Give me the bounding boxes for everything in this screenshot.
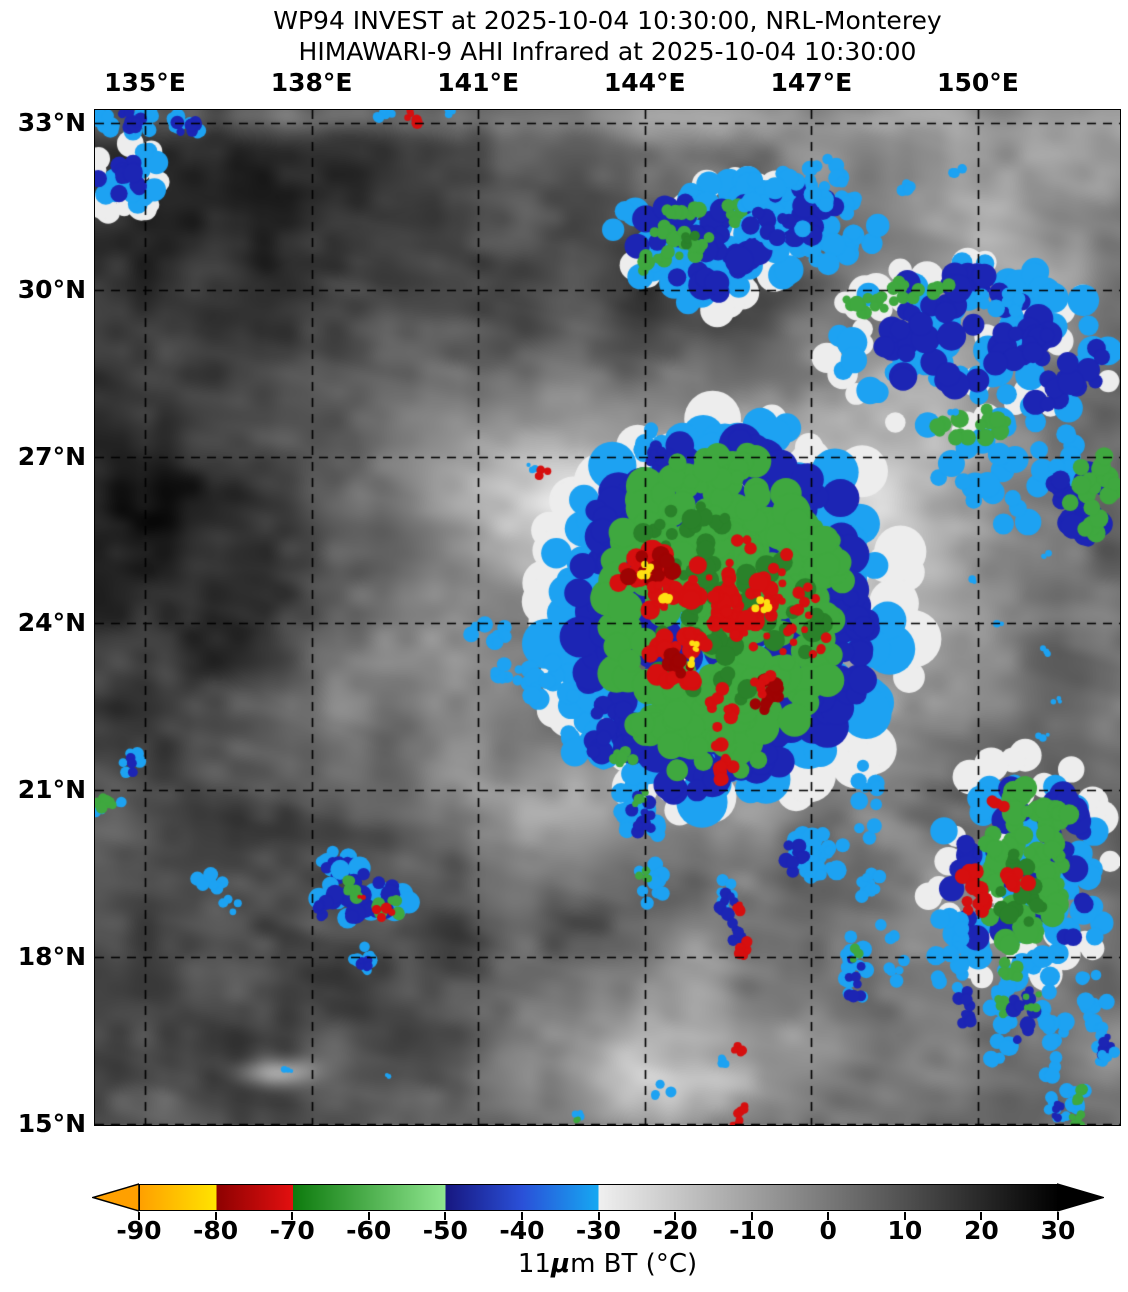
colorbar-tick-mark [674, 1212, 677, 1220]
colorbar-tick-label: -50 [422, 1216, 468, 1245]
colorbar-tick-mark [597, 1212, 600, 1220]
colorbar-left-arrow [92, 1183, 139, 1212]
lat-tick-label: 21°N [17, 775, 86, 805]
colorbar-tick-label: -40 [499, 1216, 545, 1245]
lon-tick-label: 147°E [770, 68, 853, 97]
lon-tick-label: 138°E [270, 68, 353, 97]
colorbar-tick-mark [520, 1212, 523, 1220]
colorbar-tick-mark [291, 1212, 294, 1220]
lat-tick-label: 15°N [17, 1108, 86, 1138]
plot-title: WP94 INVEST at 2025-10-04 10:30:00, NRL-… [273, 6, 942, 35]
colorbar-tick-label: -70 [269, 1216, 315, 1245]
colorbar-tick-mark [1057, 1212, 1059, 1220]
map-frame [94, 109, 1121, 1126]
lat-tick-label: 33°N [17, 108, 86, 137]
lon-tick-label: 141°E [437, 68, 520, 97]
colorbar-label-mu: μ [550, 1249, 571, 1279]
colorbar-label-prefix: 11 [517, 1249, 551, 1279]
lon-tick-label: 144°E [603, 68, 686, 97]
lat-tick-label: 27°N [17, 441, 86, 471]
plot-subtitle: HIMAWARI-9 AHI Infrared at 2025-10-04 10… [298, 37, 917, 66]
colorbar-tick-label: -60 [346, 1216, 392, 1245]
lon-tick-label: 150°E [937, 68, 1019, 97]
colorbar-tick-label: 20 [964, 1216, 999, 1245]
colorbar-tick-label: -30 [575, 1216, 622, 1245]
colorbar-tick-mark [138, 1212, 140, 1220]
lon-tick-label: 135°E [104, 68, 186, 97]
satellite-image-canvas [95, 110, 1120, 1125]
lat-tick-label: 24°N [17, 608, 86, 638]
lat-tick-label: 18°N [17, 942, 86, 971]
colorbar-tick-label: -80 [192, 1216, 239, 1245]
colorbar-label-suffix: m BT (°C) [570, 1249, 698, 1279]
colorbar-tick-mark [444, 1212, 447, 1220]
colorbar-tick-mark [214, 1212, 217, 1220]
colorbar-tick-label: 0 [819, 1216, 837, 1245]
colorbar-tick-label: 30 [1040, 1216, 1076, 1245]
colorbar-tick-label: -20 [652, 1216, 698, 1245]
colorbar-tick-label: -90 [116, 1216, 162, 1245]
colorbar-tick-mark [750, 1212, 753, 1220]
colorbar-tick-label: -10 [729, 1216, 775, 1245]
colorbar-tick-mark [980, 1212, 983, 1220]
colorbar-label: 11μm BT (°C) [95, 1249, 1120, 1279]
colorbar-tick-mark [367, 1212, 370, 1220]
colorbar-right-arrow [1057, 1183, 1104, 1212]
colorbar-gradient [139, 1184, 1058, 1211]
colorbar-tick-mark [903, 1212, 906, 1220]
lat-tick-label: 30°N [17, 274, 86, 304]
colorbar-tick-label: 10 [887, 1216, 923, 1245]
colorbar-tick-mark [827, 1212, 830, 1220]
